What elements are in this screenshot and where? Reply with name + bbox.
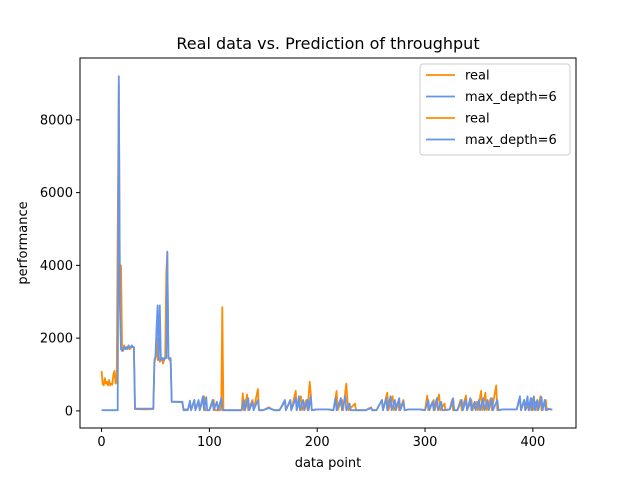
- series-line-max-depth-6: [101, 75, 553, 412]
- series-layer: [100, 75, 553, 412]
- y-tick-label: 8000: [40, 113, 73, 128]
- y-axis: 0 2000 4000 6000 8000: [40, 113, 80, 419]
- legend-label: max_depth=6: [465, 90, 557, 105]
- legend-label: max_depth=6: [465, 133, 557, 148]
- legend-label: real: [465, 69, 490, 84]
- x-tick-label: 400: [520, 435, 545, 450]
- y-tick-label: 6000: [40, 186, 73, 201]
- plot-frame: [79, 57, 577, 429]
- legend-box: [419, 63, 571, 156]
- x-axis: 0 100 200 300 400: [97, 428, 545, 450]
- x-tick-label: 100: [197, 435, 222, 450]
- legend-label: real: [465, 112, 490, 127]
- y-tick-label: 0: [65, 404, 73, 419]
- chart-title: Real data vs. Prediction of throughput: [176, 34, 479, 53]
- x-tick-label: 300: [413, 435, 438, 450]
- x-axis-title: data point: [295, 456, 362, 471]
- y-axis-title: performance: [16, 201, 31, 284]
- x-tick-label: 0: [97, 435, 105, 450]
- y-tick-label: 4000: [40, 259, 73, 274]
- y-tick-label: 2000: [40, 332, 73, 347]
- x-tick-label: 200: [305, 435, 330, 450]
